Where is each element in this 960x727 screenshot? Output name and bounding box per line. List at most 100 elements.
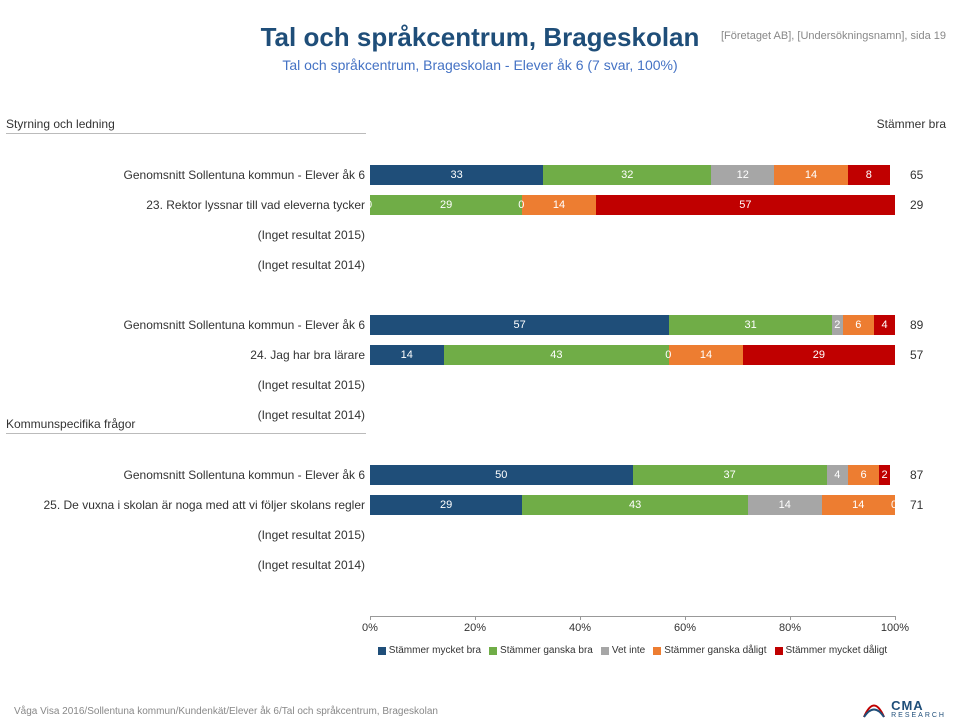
bar-segment: 29 bbox=[370, 195, 522, 215]
bar-segment: 14 bbox=[748, 495, 822, 515]
x-tick-mark bbox=[580, 616, 581, 620]
x-tick-label: 40% bbox=[569, 622, 591, 634]
bar-value: 14 bbox=[774, 165, 848, 185]
legend-swatch bbox=[775, 647, 783, 655]
bar-segment: 14 bbox=[822, 495, 896, 515]
legend-item: Stämmer ganska dåligt bbox=[653, 645, 766, 656]
legend-item: Vet inte bbox=[601, 645, 645, 656]
bar-value: 6 bbox=[848, 465, 880, 485]
row-score: 57 bbox=[910, 345, 923, 365]
section-rule-top bbox=[6, 133, 366, 134]
chart-row: Genomsnitt Sollentuna kommun - Elever åk… bbox=[370, 465, 895, 485]
chart-container: Styrning och ledning Stämmer bra Kommuns… bbox=[0, 117, 960, 657]
x-tick-mark bbox=[895, 616, 896, 620]
bar-segment: 14 bbox=[370, 345, 444, 365]
legend-item: Stämmer mycket bra bbox=[378, 645, 481, 656]
row-score: 87 bbox=[910, 465, 923, 485]
row-label: 24. Jag har bra lärare bbox=[5, 345, 365, 365]
logo-text: CMA RESEARCH bbox=[891, 699, 946, 719]
legend: Stämmer mycket bra Stämmer ganska bra Vet … bbox=[370, 645, 895, 656]
row-label: (Inget resultat 2015) bbox=[5, 375, 365, 395]
bar-value: 37 bbox=[633, 465, 827, 485]
bar-value: 32 bbox=[543, 165, 711, 185]
header-right: [Företaget AB], [Undersökningsnamn], sid… bbox=[721, 30, 946, 42]
x-tick-label: 0% bbox=[362, 622, 378, 634]
bar-zero-label: 0 bbox=[366, 195, 372, 215]
bar-zero-label: 0 bbox=[665, 345, 671, 365]
bar-segment: 14 bbox=[774, 165, 848, 185]
row-label: (Inget resultat 2015) bbox=[5, 225, 365, 245]
bar-value: 57 bbox=[596, 195, 895, 215]
row-score: 71 bbox=[910, 495, 923, 515]
legend-label: Stämmer mycket dåligt bbox=[786, 645, 888, 656]
bar-segment: 29 bbox=[370, 495, 522, 515]
bar-segment: 31 bbox=[669, 315, 832, 335]
legend-label: Stämmer ganska dåligt bbox=[664, 645, 766, 656]
logo-text-top: CMA bbox=[891, 699, 946, 712]
bar-value: 12 bbox=[711, 165, 774, 185]
row-label: Genomsnitt Sollentuna kommun - Elever åk… bbox=[5, 465, 365, 485]
bar-segment: 43 bbox=[444, 345, 670, 365]
row-label: (Inget resultat 2015) bbox=[5, 525, 365, 545]
footer-logo: CMA RESEARCH bbox=[863, 699, 946, 719]
chart-row: 23. Rektor lyssnar till vad eleverna tyc… bbox=[370, 195, 895, 215]
bar-value: 14 bbox=[370, 345, 444, 365]
row-label: 25. De vuxna i skolan är noga med att vi… bbox=[5, 495, 365, 515]
chart-row: (Inget resultat 2014) bbox=[370, 405, 895, 425]
x-tick-label: 20% bbox=[464, 622, 486, 634]
section-label-top: Styrning och ledning bbox=[6, 117, 115, 131]
bar-segment: 14 bbox=[522, 195, 596, 215]
bar-segment: 12 bbox=[711, 165, 774, 185]
x-tick-label: 80% bbox=[779, 622, 801, 634]
bar-segment: 37 bbox=[633, 465, 827, 485]
chart-row: Genomsnitt Sollentuna kommun - Elever åk… bbox=[370, 165, 895, 185]
x-tick-label: 100% bbox=[881, 622, 909, 634]
row-label: Genomsnitt Sollentuna kommun - Elever åk… bbox=[5, 165, 365, 185]
bar-value: 43 bbox=[522, 495, 748, 515]
row-score: 29 bbox=[910, 195, 923, 215]
chart-plot: Genomsnitt Sollentuna kommun - Elever åk… bbox=[370, 137, 895, 617]
row-label: (Inget resultat 2014) bbox=[5, 255, 365, 275]
legend-swatch bbox=[378, 647, 386, 655]
row-label: 23. Rektor lyssnar till vad eleverna tyc… bbox=[5, 195, 365, 215]
bar-value: 43 bbox=[444, 345, 670, 365]
bar-value: 31 bbox=[669, 315, 832, 335]
bar-segment: 33 bbox=[370, 165, 543, 185]
bar-segment: 4 bbox=[827, 465, 848, 485]
row-label: Genomsnitt Sollentuna kommun - Elever åk… bbox=[5, 315, 365, 335]
row-score: 89 bbox=[910, 315, 923, 335]
legend-item: Stämmer ganska bra bbox=[489, 645, 593, 656]
bar-segment: 14 bbox=[669, 345, 743, 365]
chart-row: 24. Jag har bra lärare14431429057 bbox=[370, 345, 895, 365]
chart-row: (Inget resultat 2015) bbox=[370, 375, 895, 395]
section-rule-mid bbox=[6, 433, 366, 434]
bar-segment: 29 bbox=[743, 345, 895, 365]
bar-value: 29 bbox=[743, 345, 895, 365]
bar-segment: 43 bbox=[522, 495, 748, 515]
stammer-bra-header: Stämmer bra bbox=[877, 117, 946, 131]
x-tick-label: 60% bbox=[674, 622, 696, 634]
bar-value: 14 bbox=[669, 345, 743, 365]
bar-segment: 6 bbox=[848, 465, 880, 485]
bar-value: 4 bbox=[874, 315, 895, 335]
bar-value: 2 bbox=[879, 465, 890, 485]
logo-text-bot: RESEARCH bbox=[891, 712, 946, 719]
footer-left: Våga Visa 2016/Sollentuna kommun/Kundenk… bbox=[14, 706, 438, 717]
chart-row: (Inget resultat 2015) bbox=[370, 525, 895, 545]
logo-icon bbox=[863, 700, 885, 718]
bar-segment: 2 bbox=[879, 465, 890, 485]
bar-zero-label: 0 bbox=[518, 195, 524, 215]
bar-segment: 8 bbox=[848, 165, 890, 185]
row-label: (Inget resultat 2014) bbox=[5, 405, 365, 425]
legend-swatch bbox=[601, 647, 609, 655]
bar-value: 6 bbox=[843, 315, 875, 335]
bar-value: 8 bbox=[848, 165, 890, 185]
chart-row: (Inget resultat 2014) bbox=[370, 555, 895, 575]
x-tick-mark bbox=[790, 616, 791, 620]
bar-segment: 6 bbox=[843, 315, 875, 335]
legend-label: Stämmer mycket bra bbox=[389, 645, 481, 656]
bar-value: 29 bbox=[370, 495, 522, 515]
bar-value: 4 bbox=[827, 465, 848, 485]
legend-item: Stämmer mycket dåligt bbox=[775, 645, 888, 656]
bar-segment: 57 bbox=[370, 315, 669, 335]
